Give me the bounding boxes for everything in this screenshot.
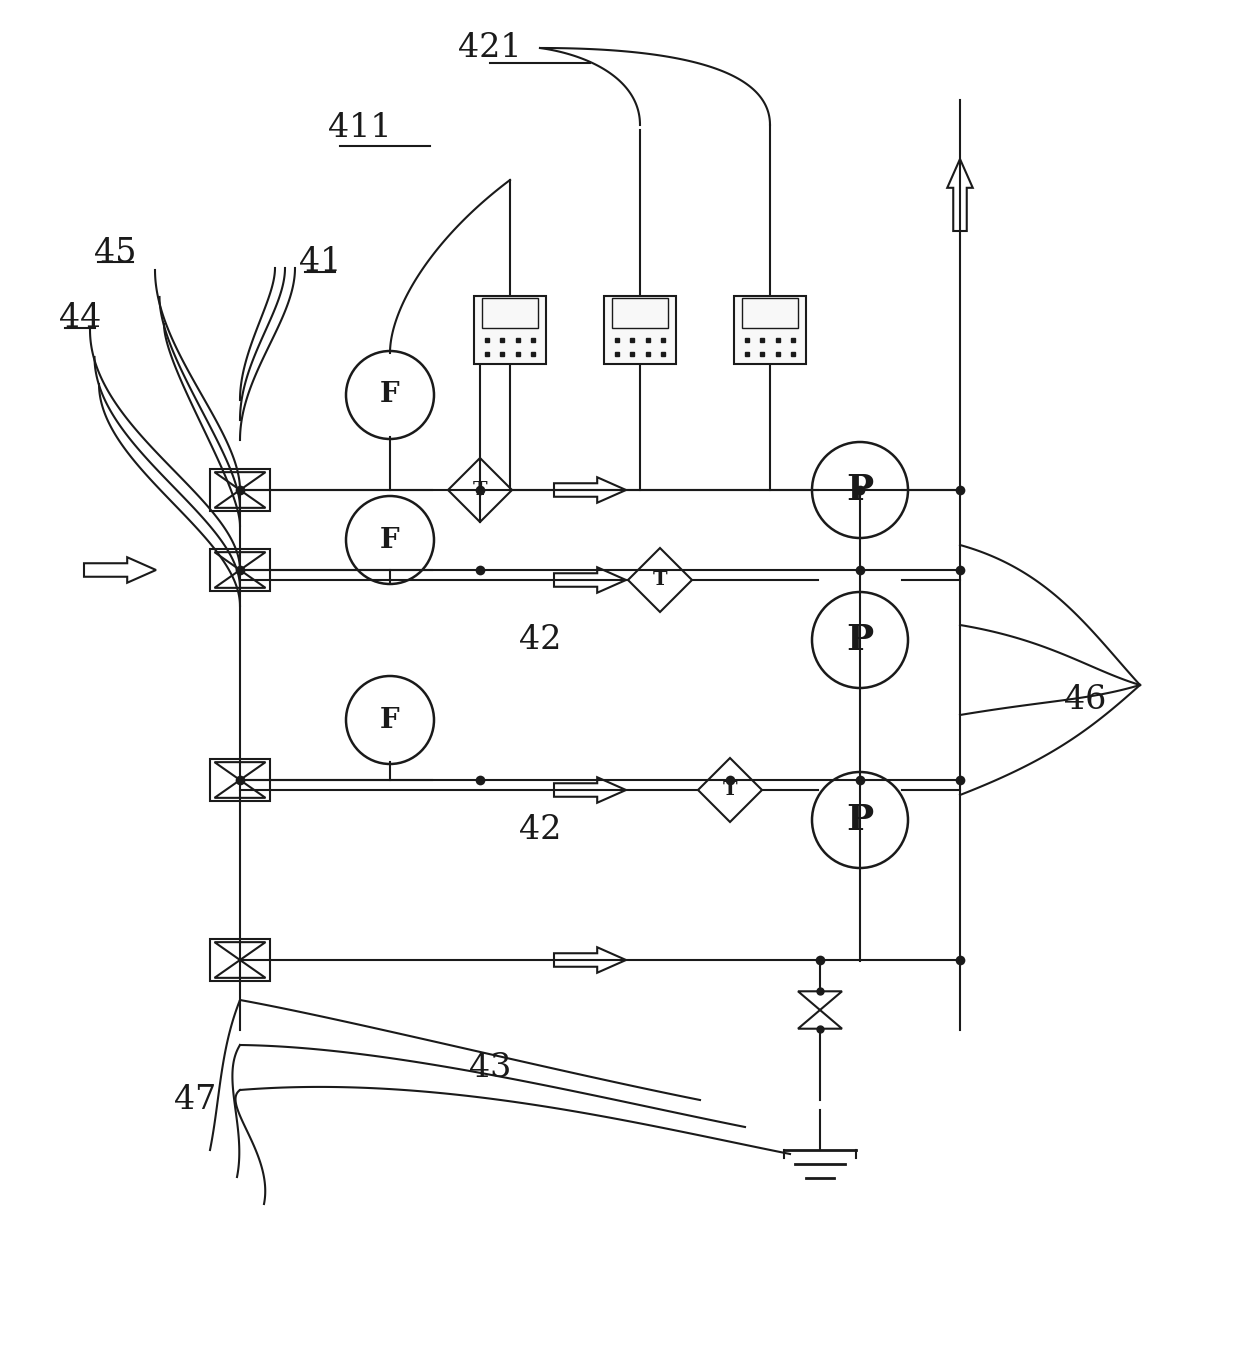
Text: P: P [847,473,873,508]
Text: 42: 42 [518,814,562,845]
Text: 45: 45 [94,237,136,269]
Text: T: T [652,570,667,590]
Text: P: P [847,622,873,657]
Text: 47: 47 [174,1083,216,1116]
FancyBboxPatch shape [734,295,806,364]
Text: F: F [381,527,399,554]
Text: 41: 41 [299,246,341,278]
Text: 42: 42 [518,624,562,657]
Text: F: F [381,706,399,733]
Text: 44: 44 [58,302,102,334]
Text: F: F [381,382,399,409]
Text: P: P [847,803,873,837]
Text: T: T [472,482,487,499]
Text: 46: 46 [1064,684,1106,715]
FancyBboxPatch shape [474,295,546,364]
Text: 43: 43 [469,1052,511,1083]
FancyBboxPatch shape [604,295,676,364]
Text: 411: 411 [329,112,392,144]
Text: 421: 421 [459,31,522,64]
Text: T: T [723,781,738,799]
